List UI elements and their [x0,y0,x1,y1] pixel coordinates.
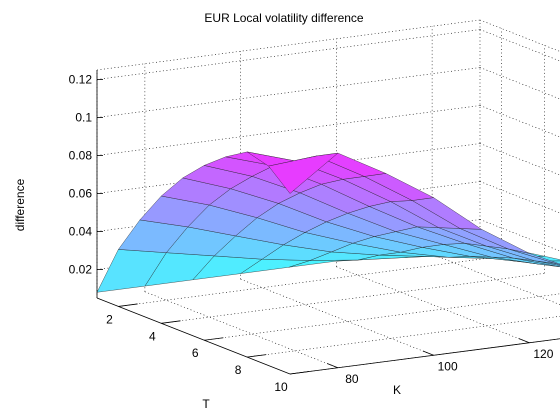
x-tick-mark [247,354,267,358]
x-tick-label: 8 [235,363,242,377]
surface-facet [268,152,339,194]
z-tick-label: 0.08 [69,149,93,163]
z-gridline [479,105,560,138]
z-axis-title: difference [13,178,27,231]
t-gridline [247,315,560,358]
z-gridline [479,67,560,100]
y-tick-mark [518,338,530,344]
t-gridline [289,338,560,375]
x-axis-title: T [202,397,210,411]
x-tick-mark [204,337,224,341]
y-axis-title: K [393,383,401,397]
x-tick-label: 6 [192,346,199,360]
z-tick-label: 0.06 [69,187,93,201]
chart-title: EUR Local volatility difference [204,11,364,25]
y-tick-label: 100 [438,359,458,373]
z-tick-label: 0.1 [75,111,92,125]
y-tick-label: 80 [345,372,359,386]
box-edge [479,19,560,52]
y-axis-line [289,338,560,375]
t-gridline [118,256,502,307]
k-gridline [240,278,434,356]
axis-ticks: 0.020.040.060.080.10.1224681080100120140 [69,70,560,394]
z-tick-label: 0.12 [69,73,93,87]
z-gridline [96,67,481,118]
t-gridline [161,273,545,324]
z-gridline [479,143,560,176]
y-tick-mark [327,363,339,369]
x-tick-mark [161,320,181,324]
k-gridline [336,266,530,344]
z-gridline [479,29,560,62]
k-gridline [144,291,338,369]
x-tick-label: 2 [106,312,113,326]
z-gridline [96,105,481,156]
z-tick-label: 0.02 [69,263,93,277]
y-tick-label: 120 [533,347,553,361]
x-tick-mark [118,303,138,307]
x-tick-label: 4 [149,329,156,343]
t-gridline [204,293,560,341]
z-tick-label: 0.04 [69,225,93,239]
k-gridline [432,253,560,305]
z-gridline [96,29,481,80]
x-axis-line [96,297,291,375]
x-tick-mark [289,371,310,375]
surface [96,151,560,293]
box-edge [96,19,481,71]
y-tick-mark [422,350,434,356]
x-tick-label: 10 [274,380,288,394]
